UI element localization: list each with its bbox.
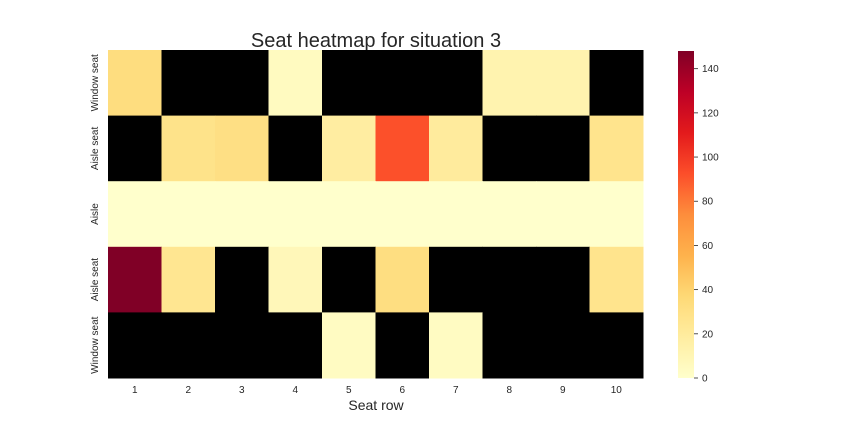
y-tick-label: Aisle <box>90 203 101 225</box>
heatmap-cell <box>268 312 323 379</box>
heatmap-cell <box>215 246 269 313</box>
heatmap-cell <box>536 246 590 313</box>
heatmap-cell <box>482 312 537 379</box>
heatmap-cell <box>215 181 269 248</box>
heatmap-cell <box>108 50 162 117</box>
colorbar-tick-label: 120 <box>702 108 719 119</box>
x-tick-label: 7 <box>453 385 459 396</box>
x-axis-label: Seat row <box>348 397 404 413</box>
heatmap-cell <box>268 181 323 248</box>
heatmap-cell <box>375 246 430 313</box>
heatmap-cell <box>429 50 483 117</box>
heatmap-cell <box>482 246 537 313</box>
heatmap-cell <box>215 50 269 117</box>
heatmap-cell <box>536 181 590 248</box>
heatmap-cell <box>482 115 537 182</box>
heatmap-cell <box>482 50 537 117</box>
x-tick-label: 5 <box>346 385 352 396</box>
heatmap-cell <box>322 312 376 379</box>
y-axis-ticks: Window seat Aisle seat Aisle Aisle seat Wind… <box>90 54 101 374</box>
heatmap-cell <box>161 115 216 182</box>
heatmap-cell <box>322 181 376 248</box>
heatmap-cell <box>108 312 162 379</box>
heatmap-cell <box>215 115 269 182</box>
colorbar-tick-label: 100 <box>702 153 719 164</box>
x-tick-label: 4 <box>292 385 298 396</box>
colorbar-tick-label: 80 <box>702 197 714 208</box>
colorbar-gradient <box>678 51 694 378</box>
x-tick-label: 1 <box>132 385 138 396</box>
colorbar: 0 20 40 60 80 100 120 140 <box>678 51 719 385</box>
y-tick-label: Window seat <box>90 54 101 111</box>
heatmap-cell <box>268 115 323 182</box>
x-tick-label: 8 <box>506 385 512 396</box>
heatmap-cell <box>429 115 483 182</box>
heatmap-cell <box>161 312 216 379</box>
heatmap-cell <box>322 115 376 182</box>
heatmap-cell <box>536 312 590 379</box>
heatmap-cell <box>161 181 216 248</box>
heatmap-cell <box>268 246 323 313</box>
x-tick-label: 3 <box>239 385 245 396</box>
heatmap-cell <box>108 246 162 313</box>
colorbar-tick-label: 140 <box>702 64 719 75</box>
heatmap-cell <box>161 246 216 313</box>
heatmap-cell <box>322 50 376 117</box>
colorbar-tick-label: 0 <box>702 374 708 385</box>
x-tick-label: 10 <box>611 385 623 396</box>
colorbar-tick-label: 40 <box>702 285 714 296</box>
heatmap-cells <box>108 50 644 379</box>
heatmap-cell <box>161 50 216 117</box>
heatmap-cell <box>375 50 430 117</box>
x-axis-ticks: 1 2 3 4 5 6 7 8 9 10 <box>132 385 622 396</box>
heatmap-cell <box>375 312 430 379</box>
chart-title: Seat heatmap for situation 3 <box>251 30 501 52</box>
x-tick-label: 2 <box>185 385 191 396</box>
heatmap-cell <box>429 181 483 248</box>
heatmap-cell <box>375 181 430 248</box>
colorbar-tick-label: 60 <box>702 241 714 252</box>
heatmap-cell <box>589 181 644 248</box>
heatmap-cell <box>322 246 376 313</box>
heatmap-cell <box>589 50 644 117</box>
heatmap-cell <box>268 50 323 117</box>
heatmap-cell <box>536 115 590 182</box>
heatmap-cell <box>589 115 644 182</box>
heatmap-cell <box>108 115 162 182</box>
heatmap-cell <box>536 50 590 117</box>
heatmap-cell <box>589 246 644 313</box>
y-tick-label: Aisle seat <box>90 258 101 302</box>
heatmap-cell <box>108 181 162 248</box>
heatmap-cell <box>589 312 644 379</box>
heatmap-cell <box>429 246 483 313</box>
heatmap-cell <box>429 312 483 379</box>
heatmap-cell <box>215 312 269 379</box>
colorbar-tick-label: 20 <box>702 329 714 340</box>
x-tick-label: 6 <box>399 385 405 396</box>
y-tick-label: Window seat <box>90 316 101 373</box>
y-tick-label: Aisle seat <box>90 127 101 171</box>
heatmap-cell <box>482 181 537 248</box>
x-tick-label: 9 <box>560 385 566 396</box>
heatmap-cell <box>375 115 430 182</box>
